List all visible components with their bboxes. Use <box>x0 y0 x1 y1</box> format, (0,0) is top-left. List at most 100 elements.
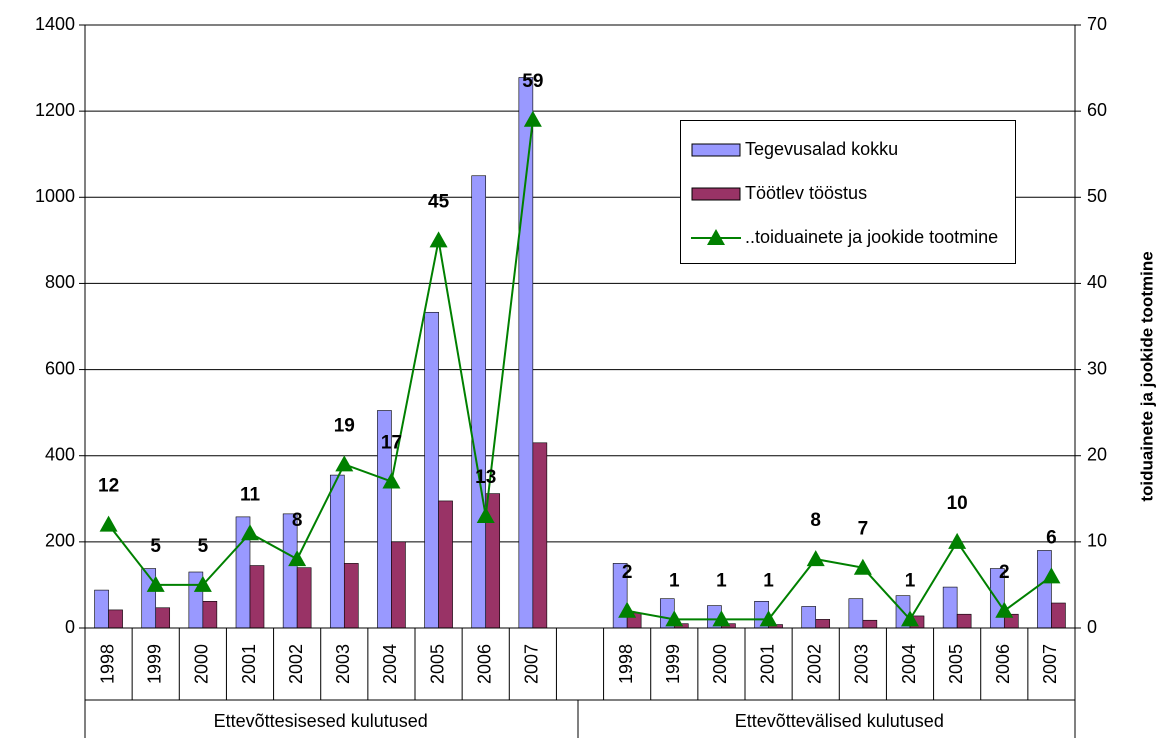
bar <box>956 613 972 629</box>
y2-tick-label: 40 <box>1087 272 1107 292</box>
line-marker <box>429 231 448 248</box>
bar <box>108 609 123 629</box>
y-tick-label: 1000 <box>35 186 75 206</box>
x-tick-label: 2004 <box>380 644 400 684</box>
legend: Tegevusalad kokku Töötlev tööstus ..toidua… <box>680 120 1016 264</box>
line-marker <box>241 524 259 541</box>
bar <box>942 586 958 629</box>
x-tick-label: 1999 <box>663 644 683 684</box>
line-marker <box>759 610 778 627</box>
x-tick-label: 1998 <box>97 644 117 684</box>
data-label: 8 <box>292 510 303 531</box>
data-label: 1 <box>716 570 727 591</box>
x-tick-label: 1998 <box>616 644 636 684</box>
y2-tick-label: 20 <box>1087 444 1107 464</box>
y-tick-label: 400 <box>45 444 75 464</box>
data-label: 10 <box>947 493 968 514</box>
bar <box>862 619 878 629</box>
bar <box>202 600 218 629</box>
bar <box>249 565 265 629</box>
line-marker <box>146 575 165 592</box>
line-marker <box>335 455 354 472</box>
data-label: 12 <box>98 476 119 497</box>
y2-tick-label: 10 <box>1087 531 1107 551</box>
x-tick-label: 2000 <box>710 644 730 684</box>
y2-tick-label: 70 <box>1087 14 1107 34</box>
line-marker <box>948 532 967 549</box>
bar <box>848 598 864 629</box>
data-label: 17 <box>381 433 402 454</box>
y2-tick-label: 0 <box>1087 617 1097 637</box>
line-marker <box>901 610 919 627</box>
line-marker <box>476 507 495 524</box>
data-label: 59 <box>522 71 543 92</box>
bar <box>438 500 453 629</box>
data-label: 8 <box>810 510 821 531</box>
data-label: 2 <box>999 562 1010 583</box>
line-marker <box>618 601 637 618</box>
legend-label: Töötlev tööstus <box>745 183 868 203</box>
legend-item: ..toiduainete ja jookide tootmine <box>691 227 1005 249</box>
x-tick-label: 2007 <box>522 644 542 684</box>
legend-label: Tegevusalad kokku <box>745 139 899 159</box>
data-label: 7 <box>858 519 869 540</box>
group-label: Ettevõttevälised kulutused <box>735 711 944 731</box>
bar <box>1037 550 1052 629</box>
bar <box>532 442 548 629</box>
x-tick-label: 2005 <box>946 644 966 684</box>
data-label: 1 <box>763 570 774 591</box>
line-marker <box>523 110 542 127</box>
y-tick-label: 0 <box>65 617 75 637</box>
y-tick-label: 1200 <box>35 100 75 120</box>
x-tick-label: 2001 <box>757 644 777 684</box>
y2-axis-label: toiduainete ja jookide tootmine <box>1137 251 1156 501</box>
bar <box>329 474 345 629</box>
line-marker <box>193 575 212 592</box>
legend-item: Töötlev tööstus <box>691 183 1005 205</box>
x-tick-label: 2002 <box>804 644 824 684</box>
data-label: 1 <box>669 570 680 591</box>
line-marker <box>288 550 307 567</box>
y2-tick-label: 30 <box>1087 358 1107 378</box>
bar <box>296 567 312 629</box>
line-marker <box>1042 567 1061 584</box>
bar <box>424 311 439 629</box>
data-label: 19 <box>334 415 355 436</box>
bar <box>1051 602 1066 629</box>
legend-item: Tegevusalad kokku <box>691 139 1005 161</box>
y-tick-label: 200 <box>45 531 75 551</box>
line-marker <box>382 472 401 489</box>
line-marker <box>665 610 684 627</box>
x-tick-label: 2007 <box>1040 644 1060 684</box>
data-label: 1 <box>905 570 916 591</box>
legend-swatch <box>691 227 741 249</box>
x-tick-label: 2002 <box>286 644 306 684</box>
legend-swatch <box>691 139 741 161</box>
line-marker <box>853 558 872 575</box>
bar <box>391 541 406 629</box>
x-tick-label: 2001 <box>239 644 259 684</box>
x-tick-label: 2006 <box>474 644 494 684</box>
legend-swatch <box>691 183 741 205</box>
bar <box>801 606 817 629</box>
x-tick-label: 2004 <box>899 644 919 684</box>
x-tick-label: 2006 <box>993 644 1013 684</box>
data-label: 6 <box>1046 527 1057 548</box>
line-marker <box>995 601 1014 618</box>
data-label: 45 <box>428 191 450 212</box>
data-label: 2 <box>622 562 633 583</box>
data-label: 11 <box>240 484 261 505</box>
y-tick-label: 800 <box>45 272 75 292</box>
bar <box>815 619 831 629</box>
y2-tick-label: 50 <box>1087 186 1107 206</box>
data-label: 5 <box>198 536 209 557</box>
y-tick-label: 1400 <box>35 14 75 34</box>
bar <box>471 175 487 629</box>
bar <box>155 607 171 629</box>
x-tick-label: 1999 <box>144 644 164 684</box>
x-tick-label: 2003 <box>333 644 353 684</box>
data-label: 13 <box>475 467 496 488</box>
y-tick-label: 600 <box>45 358 75 378</box>
